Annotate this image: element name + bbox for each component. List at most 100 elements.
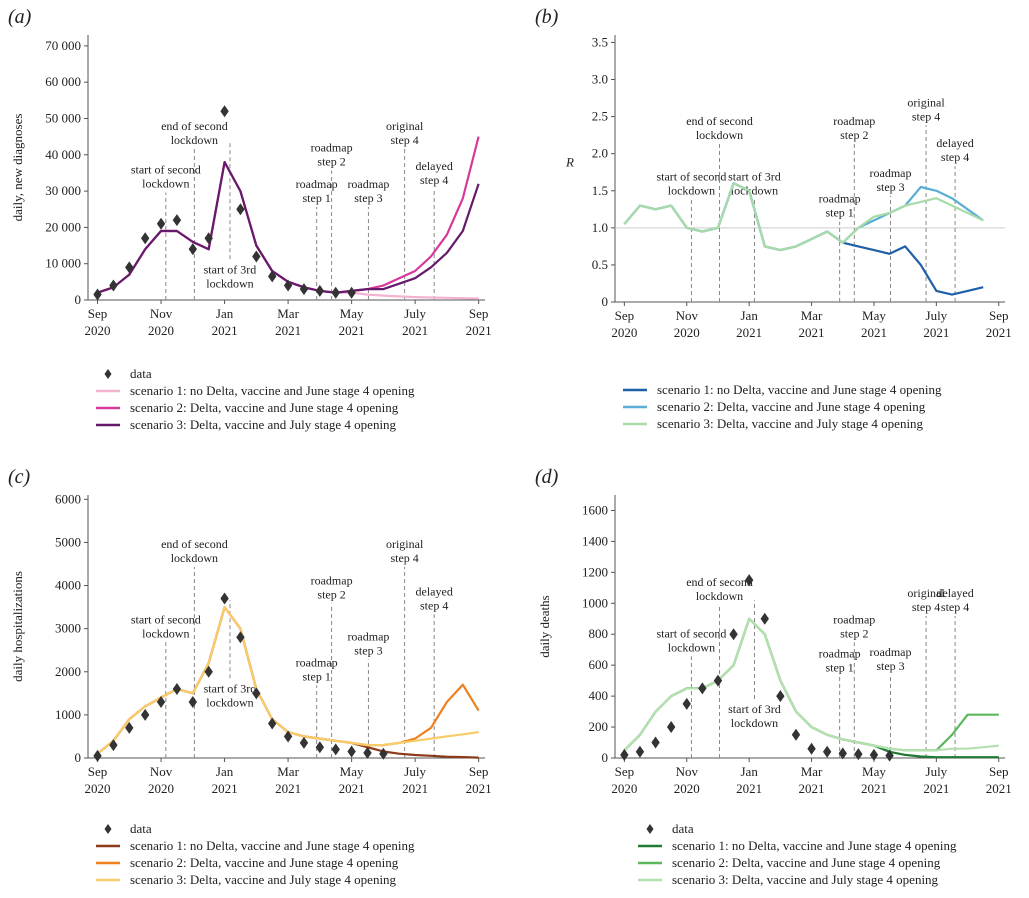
annotation-text: step 1 bbox=[825, 660, 853, 674]
legend-label: scenario 2: Delta, vaccine and June stag… bbox=[657, 399, 926, 414]
annotation-text: step 2 bbox=[840, 128, 868, 142]
annotation-text: start of second bbox=[131, 612, 201, 626]
data-point bbox=[331, 743, 340, 756]
y-tick-label: 30 000 bbox=[45, 183, 81, 198]
data-point bbox=[268, 270, 277, 283]
data-point bbox=[283, 279, 293, 292]
y-tick-label: 1000 bbox=[55, 707, 81, 722]
annotation-text: step 3 bbox=[876, 180, 904, 194]
x-tick-label: Mar 2021 bbox=[275, 306, 301, 338]
legend-label: data bbox=[130, 821, 152, 836]
annotation-text: delayed bbox=[416, 159, 453, 173]
data-point bbox=[347, 745, 356, 758]
annotation-text: start of second bbox=[656, 169, 726, 183]
legend-label: scenario 2: Delta, vaccine and June stag… bbox=[130, 855, 399, 870]
data-point bbox=[698, 682, 707, 695]
legend-label: scenario 2: Delta, vaccine and June stag… bbox=[672, 855, 941, 870]
data-point bbox=[140, 708, 150, 721]
data-point bbox=[666, 721, 676, 734]
annotation-text: original bbox=[386, 537, 424, 551]
data-point bbox=[822, 745, 832, 758]
x-tick-label: Sep 2021 bbox=[986, 308, 1012, 340]
data-point bbox=[109, 279, 118, 292]
y-tick-label: 400 bbox=[589, 688, 609, 703]
data-point bbox=[776, 690, 785, 703]
data-point bbox=[140, 232, 150, 245]
data-point bbox=[807, 742, 816, 755]
data-point bbox=[188, 243, 198, 256]
x-tick-label: Sep 2020 bbox=[85, 306, 111, 338]
annotation-text: step 1 bbox=[303, 191, 331, 205]
y-tick-label: 1400 bbox=[582, 533, 608, 548]
y-tick-label: 200 bbox=[589, 719, 609, 734]
y-tick-label: 2000 bbox=[55, 664, 81, 679]
y-tick-label: 2.0 bbox=[592, 146, 608, 161]
annotation-text: roadmap bbox=[311, 573, 353, 587]
panel-label: (c) bbox=[8, 466, 31, 488]
x-tick-label: July 2021 bbox=[402, 306, 428, 338]
y-tick-label: 70 000 bbox=[45, 38, 81, 53]
annotation-text: lockdown bbox=[668, 640, 715, 654]
y-tick-label: 3000 bbox=[55, 621, 81, 636]
legend-swatch bbox=[104, 369, 112, 379]
x-tick-label: Sep 2020 bbox=[611, 308, 637, 340]
x-tick-label: July 2021 bbox=[402, 764, 428, 796]
x-tick-label: Jan 2021 bbox=[736, 308, 762, 340]
data-point bbox=[156, 217, 166, 230]
data-point bbox=[331, 286, 340, 299]
annotation-text: step 4 bbox=[912, 109, 940, 123]
annotation-text: step 4 bbox=[390, 133, 418, 147]
data-point bbox=[347, 286, 356, 299]
y-tick-label: 60 000 bbox=[45, 74, 81, 89]
annotation-text: step 1 bbox=[303, 669, 331, 683]
legend-label: scenario 3: Delta, vaccine and July stag… bbox=[657, 416, 924, 431]
legend-swatch bbox=[104, 824, 112, 834]
annotation-text: roadmap bbox=[833, 114, 875, 128]
y-tick-label: 3.5 bbox=[592, 34, 608, 49]
annotation-text: original bbox=[386, 119, 424, 133]
data-point bbox=[299, 736, 309, 749]
data-point bbox=[620, 748, 629, 761]
annotation-text: step 4 bbox=[390, 551, 418, 565]
annotation-text: delayed bbox=[936, 586, 973, 600]
annotation-text: delayed bbox=[936, 136, 973, 150]
annotation-text: lockdown bbox=[171, 133, 218, 147]
annotation-text: roadmap bbox=[296, 655, 338, 669]
annotation-text: start of 3rd bbox=[204, 262, 257, 276]
x-tick-label: July 2021 bbox=[923, 308, 949, 340]
annotation-text: step 4 bbox=[912, 600, 940, 614]
y-tick-label: 0 bbox=[602, 294, 609, 309]
data-point bbox=[93, 288, 102, 301]
data-point bbox=[172, 214, 182, 227]
y-tick-label: 0.5 bbox=[592, 257, 608, 272]
y-tick-label: 800 bbox=[589, 626, 609, 641]
annotation-text: lockdown bbox=[142, 626, 189, 640]
x-tick-label: May 2021 bbox=[861, 764, 887, 796]
x-tick-label: Mar 2021 bbox=[799, 308, 825, 340]
annotation-text: lockdown bbox=[171, 551, 218, 565]
annotation-text: roadmap bbox=[870, 166, 912, 180]
y-tick-label: 5000 bbox=[55, 534, 81, 549]
data-point bbox=[885, 749, 894, 762]
data-point bbox=[713, 674, 723, 687]
series-line bbox=[623, 182, 984, 252]
x-tick-label: Jan 2021 bbox=[212, 306, 238, 338]
data-point bbox=[93, 749, 102, 762]
data-point bbox=[220, 105, 229, 118]
data-point bbox=[729, 628, 738, 641]
data-point bbox=[791, 728, 801, 741]
data-point bbox=[838, 747, 847, 760]
data-point bbox=[236, 203, 245, 216]
annotation-text: step 2 bbox=[317, 587, 345, 601]
data-point bbox=[299, 283, 309, 296]
annotation-text: step 4 bbox=[941, 150, 969, 164]
annotation-text: end of second bbox=[161, 537, 228, 551]
annotation-text: step 2 bbox=[317, 155, 345, 169]
annotation-text: step 3 bbox=[354, 644, 382, 658]
y-tick-label: 600 bbox=[589, 657, 609, 672]
x-tick-label: Nov 2020 bbox=[148, 764, 174, 796]
legend-label: scenario 3: Delta, vaccine and July stag… bbox=[130, 417, 397, 432]
data-point bbox=[315, 284, 325, 297]
panel-label: (d) bbox=[535, 466, 559, 488]
